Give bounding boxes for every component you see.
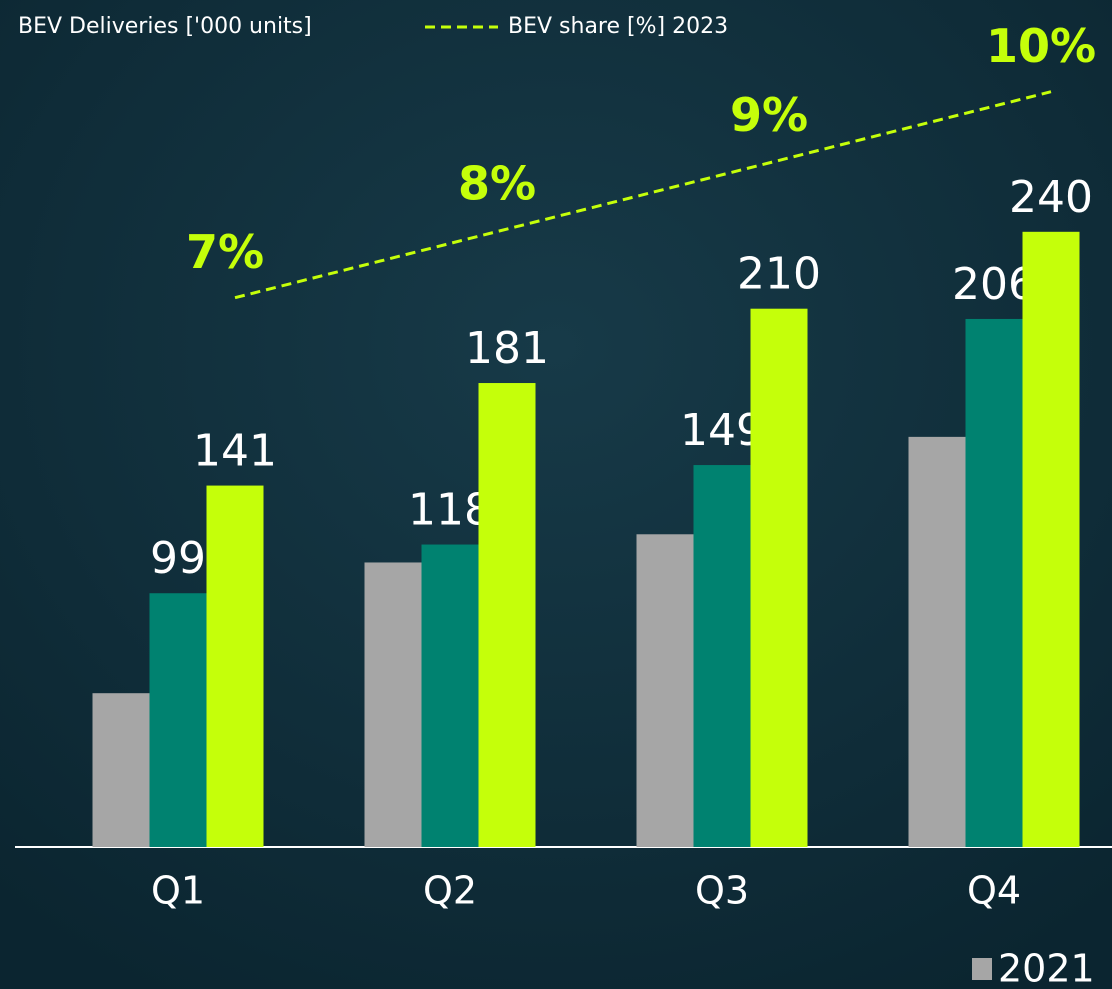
bar	[750, 308, 808, 847]
x-tick-label: Q2	[423, 869, 477, 913]
bar	[206, 485, 264, 847]
bar	[965, 318, 1023, 847]
line-label: 9%	[730, 88, 808, 142]
bar	[364, 562, 422, 847]
line	[234, 90, 1052, 300]
data-label: 206	[952, 259, 1036, 310]
data-label: 118	[408, 485, 492, 536]
bar	[92, 693, 150, 847]
chart-title: BEV Deliveries ['000 units]	[18, 14, 312, 39]
data-label: 181	[465, 323, 549, 374]
data-label: 210	[737, 249, 821, 300]
line-label: 8%	[458, 157, 536, 211]
data-label: 141	[193, 426, 277, 477]
bar	[1022, 231, 1080, 848]
bar	[636, 534, 694, 847]
legend-label: 2021	[998, 947, 1095, 989]
bar	[149, 593, 207, 847]
bar	[421, 544, 479, 847]
x-tick-label: Q4	[967, 869, 1021, 913]
line-label: 7%	[186, 225, 264, 279]
legend-label: BEV share [%] 2023	[508, 14, 728, 39]
data-label: 240	[1009, 172, 1093, 223]
line-label: 10%	[986, 19, 1096, 73]
bar	[478, 383, 536, 847]
data-label: 99	[150, 533, 206, 584]
x-tick-label: Q1	[151, 869, 205, 913]
data-label: 149	[680, 405, 764, 456]
x-tick-label: Q3	[695, 869, 749, 913]
bar	[693, 465, 751, 847]
bar	[908, 436, 966, 847]
legend-swatch	[972, 958, 992, 980]
